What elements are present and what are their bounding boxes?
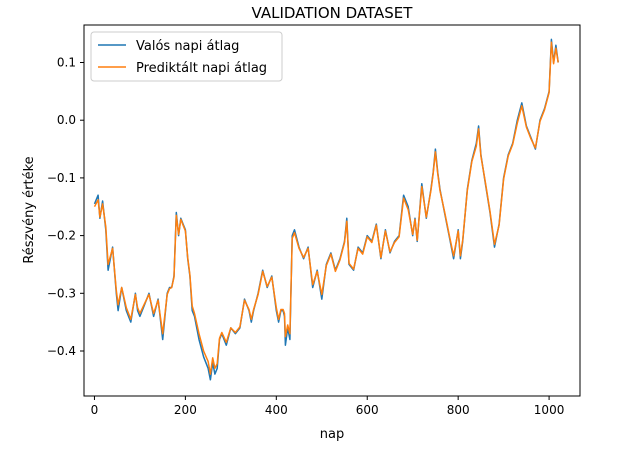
legend-box bbox=[90, 31, 283, 82]
legend-label-real: Valós napi átlag bbox=[136, 39, 239, 54]
y-tick-label: 0.1 bbox=[57, 56, 76, 70]
y-tick-label: −0.1 bbox=[47, 171, 76, 185]
x-axis-label: nap bbox=[320, 427, 344, 442]
y-tick-label: −0.4 bbox=[47, 344, 76, 358]
y-tick-label: −0.2 bbox=[47, 229, 76, 243]
x-tick-label: 400 bbox=[265, 403, 288, 417]
legend-label-predicted: Prediktált napi átlag bbox=[136, 61, 267, 76]
x-axis: 0 200 400 600 800 1000 bbox=[91, 396, 565, 417]
legend: Valós napi átlag Prediktált napi átlag bbox=[90, 31, 283, 82]
y-axis: −0.4 −0.3 −0.2 −0.1 0.0 0.1 bbox=[47, 56, 84, 358]
x-tick-label: 600 bbox=[356, 403, 379, 417]
chart-title: VALIDATION DATASET bbox=[252, 4, 414, 22]
x-tick-label: 0 bbox=[91, 403, 99, 417]
y-axis-label: Részvény értéke bbox=[22, 156, 37, 263]
series-layer bbox=[93, 38, 559, 381]
series-line-predicted bbox=[93, 41, 559, 375]
y-tick-label: −0.3 bbox=[47, 286, 76, 300]
y-tick-label: 0.0 bbox=[57, 113, 76, 127]
x-tick-label: 1000 bbox=[534, 403, 565, 417]
x-tick-label: 200 bbox=[174, 403, 197, 417]
x-tick-label: 800 bbox=[447, 403, 470, 417]
plot-frame bbox=[83, 24, 581, 397]
